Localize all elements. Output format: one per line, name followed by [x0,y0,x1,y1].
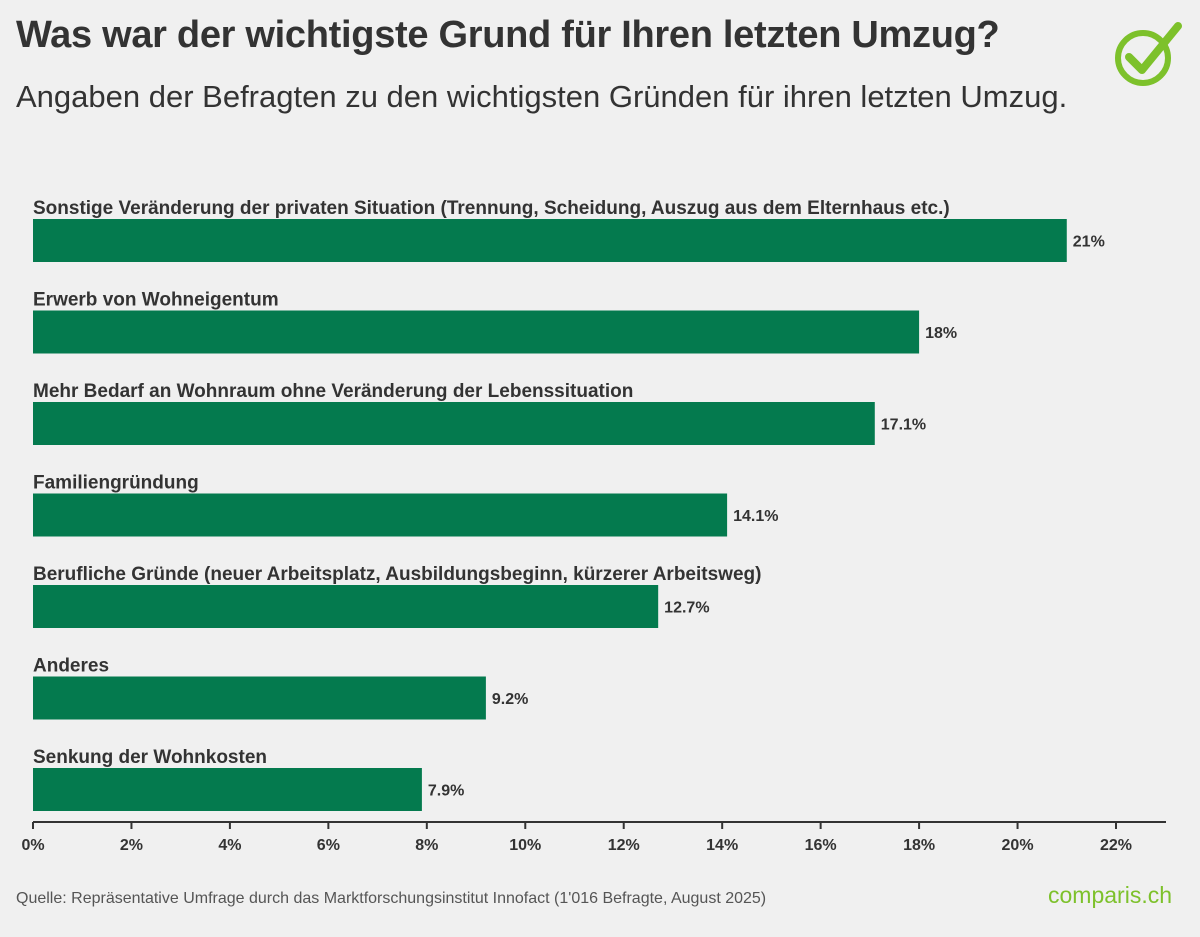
chart-title: Was war der wichtigste Grund für Ihren l… [16,14,1000,56]
x-tick-label: 6% [317,837,340,854]
bar-chart: Sonstige Veränderung der privaten Situat… [21,198,1166,854]
value-label: 18% [925,325,957,342]
brand-logo: comparis.ch [1048,882,1172,908]
bar [33,310,920,354]
x-tick-label: 16% [805,837,837,854]
category-label: Erwerb von Wohneigentum [33,290,279,311]
x-tick-label: 22% [1100,837,1132,854]
bar [33,402,875,445]
x-tick-label: 8% [415,837,438,854]
x-tick-label: 4% [218,837,241,854]
value-label: 21% [1073,234,1105,251]
value-label: 14.1% [733,508,778,525]
value-label: 12.7% [664,600,709,617]
chart-subtitle: Angaben der Befragten zu den wichtigsten… [16,79,1068,114]
category-label: Mehr Bedarf an Wohnraum ohne Veränderung… [33,381,633,402]
bar [33,676,486,720]
category-label: Anderes [33,656,109,677]
x-tick-label: 0% [21,837,44,854]
x-tick-label: 20% [1002,837,1034,854]
category-label: Sonstige Veränderung der privaten Situat… [33,198,950,219]
bar [33,493,728,537]
value-label: 9.2% [492,691,528,708]
x-tick-label: 12% [608,837,640,854]
x-tick-label: 18% [903,837,935,854]
category-label: Senkung der Wohnkosten [33,747,267,768]
category-label: Berufliche Gründe (neuer Arbeitsplatz, A… [33,564,761,585]
source-note: Quelle: Repräsentative Umfrage durch das… [16,890,767,907]
bar [33,219,1067,262]
x-tick-label: 10% [509,837,541,854]
value-label: 7.9% [428,783,464,800]
category-label: Familiengründung [33,473,199,494]
bar [33,768,422,811]
checkmark-logo-icon [1115,22,1182,86]
x-tick-label: 2% [120,837,143,854]
x-tick-label: 14% [706,837,738,854]
value-label: 17.1% [881,417,926,434]
bar [33,585,659,628]
